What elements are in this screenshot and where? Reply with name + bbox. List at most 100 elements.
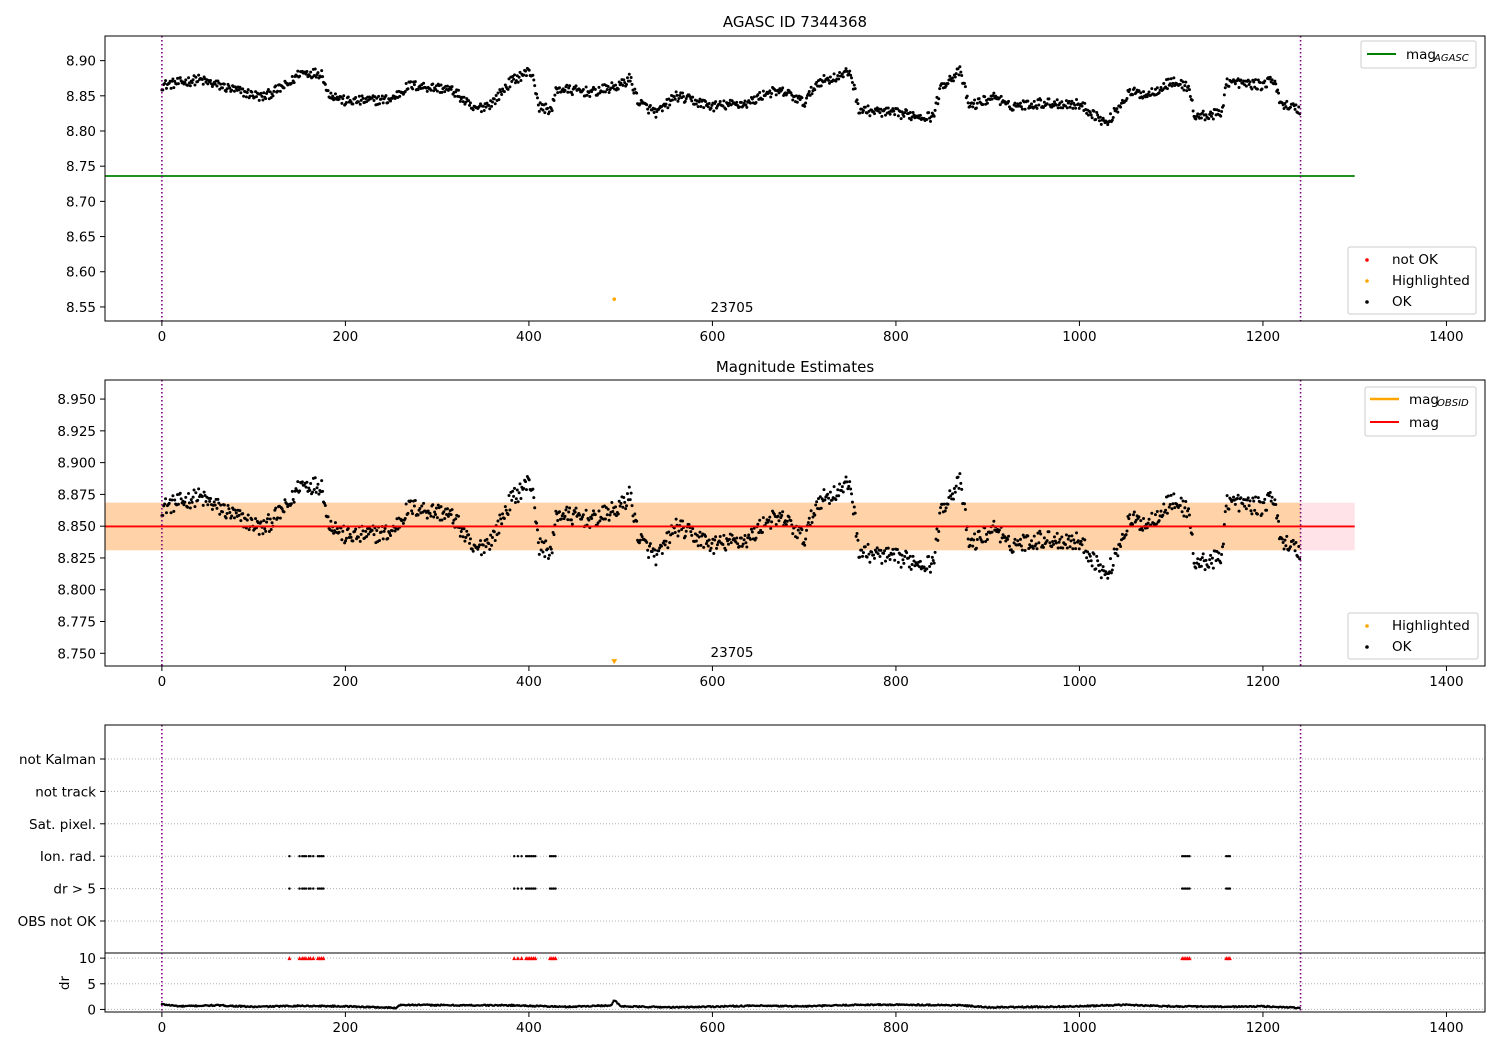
- data-point: [1108, 557, 1112, 561]
- data-point: [1247, 82, 1251, 86]
- data-point: [404, 82, 408, 86]
- data-point: [635, 91, 639, 95]
- data-point: [1217, 109, 1221, 113]
- data-point: [1222, 93, 1226, 97]
- data-point: [727, 101, 731, 105]
- data-point: [209, 497, 213, 501]
- data-point: [714, 100, 718, 104]
- data-point: [623, 81, 627, 85]
- flag-point: [1182, 887, 1186, 890]
- data-point: [1141, 96, 1145, 100]
- data-point: [1256, 496, 1260, 500]
- data-point: [593, 513, 597, 517]
- data-point: [814, 503, 818, 507]
- data-point: [410, 509, 414, 513]
- data-point: [1198, 557, 1202, 561]
- data-point: [494, 94, 498, 98]
- flag-point: [554, 855, 557, 858]
- data-point: [673, 97, 677, 101]
- data-point: [1263, 497, 1267, 501]
- data-point: [744, 541, 748, 545]
- data-point: [927, 554, 931, 558]
- data-point: [482, 108, 486, 112]
- data-point: [963, 85, 967, 89]
- data-point: [852, 505, 856, 509]
- data-point: [1038, 529, 1042, 533]
- data-point: [164, 79, 168, 83]
- data-point: [1128, 513, 1132, 517]
- data-point: [585, 93, 589, 97]
- data-point: [272, 516, 276, 520]
- data-point: [884, 559, 888, 563]
- data-point: [910, 115, 914, 119]
- data-point: [770, 520, 774, 524]
- data-point: [1171, 81, 1175, 85]
- data-point: [819, 506, 823, 510]
- data-point: [259, 91, 263, 95]
- data-point: [439, 83, 443, 87]
- data-point: [549, 547, 553, 551]
- data-point: [621, 83, 625, 87]
- data-point: [292, 81, 296, 85]
- data-point: [500, 522, 504, 526]
- xtick-label: 1000: [1062, 329, 1096, 345]
- data-point: [1164, 508, 1168, 512]
- data-point: [637, 541, 641, 545]
- data-point: [696, 544, 700, 548]
- data-point: [928, 570, 932, 574]
- data-point: [1252, 499, 1256, 503]
- data-point: [1297, 544, 1301, 548]
- data-point: [257, 98, 261, 102]
- data-point: [698, 530, 702, 534]
- data-point: [893, 113, 897, 117]
- data-point: [925, 117, 929, 121]
- data-point: [282, 86, 286, 90]
- data-point: [1191, 552, 1195, 556]
- data-point: [1252, 80, 1256, 84]
- data-point: [503, 505, 507, 509]
- flag-point: [516, 855, 520, 858]
- data-point: [1285, 99, 1289, 103]
- data-point: [552, 533, 556, 537]
- data-point: [190, 500, 194, 504]
- data-point: [1131, 513, 1135, 517]
- data-point: [1090, 116, 1094, 120]
- data-point: [1187, 507, 1191, 511]
- data-point: [722, 533, 726, 537]
- data-point: [372, 533, 376, 537]
- data-point: [511, 489, 515, 493]
- data-point: [462, 527, 466, 531]
- data-point: [1203, 118, 1207, 122]
- data-point: [892, 552, 896, 556]
- data-point: [574, 84, 578, 88]
- data-point: [533, 506, 537, 510]
- data-point: [691, 527, 695, 531]
- data-point: [487, 542, 491, 546]
- data-point: [1219, 561, 1223, 565]
- data-point: [1199, 564, 1203, 568]
- data-point: [220, 86, 224, 90]
- data-point: [1073, 541, 1077, 545]
- data-point: [1042, 100, 1046, 104]
- data-point: [320, 69, 324, 73]
- data-point: [880, 561, 884, 565]
- data-point: [985, 532, 989, 536]
- data-point: [488, 547, 492, 551]
- data-point: [933, 108, 937, 112]
- data-point: [502, 90, 506, 94]
- data-point: [853, 511, 857, 515]
- data-point: [1132, 510, 1136, 514]
- data-point: [844, 67, 848, 71]
- data-point: [954, 484, 958, 488]
- highlighted-point: [612, 297, 617, 301]
- data-point: [484, 545, 488, 549]
- data-point: [617, 499, 621, 503]
- data-point: [1075, 531, 1079, 535]
- data-point: [750, 97, 754, 101]
- ytick-label: 8.825: [57, 551, 96, 567]
- data-point: [971, 105, 975, 109]
- plot2-legend-mag-label: mag: [1409, 415, 1439, 431]
- data-point: [1042, 536, 1046, 540]
- data-point: [329, 519, 333, 523]
- data-point: [590, 517, 594, 521]
